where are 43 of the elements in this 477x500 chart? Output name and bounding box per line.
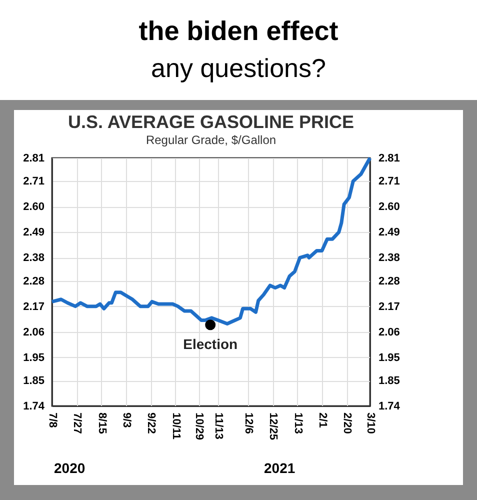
y2-tick-label: 2.06 [378,326,400,338]
text: the biden effect [138,15,340,47]
x-tick-label: 10/29 [193,412,206,440]
y-tick-label: 2.60 [23,201,44,214]
x-tick-label: 8/15 [96,412,108,434]
x-tick-label: 11/13 [212,412,225,440]
y2-tick-label: 1.74 [378,400,401,412]
annotation: Election [183,336,238,352]
x-tick-label: 3/10 [364,412,376,434]
y2-tick-label: 2.17 [378,300,400,313]
y-tick-label: 2.06 [23,326,44,338]
y2-tick-label: 2.60 [378,201,400,214]
y-tick-label: 2.17 [23,300,44,313]
y-tick-label: 1.74 [23,400,46,412]
y2-tick-label: 2.38 [378,252,400,264]
chart-subtitle: Regular Grade, $/Gallon [146,133,276,147]
text: 2020 [54,460,86,476]
y2-tick-label: 2.71 [378,176,400,188]
text: any questions? [150,52,327,84]
x-tick-label: 7/27 [71,412,84,434]
x-tick-label: 2/20 [341,412,354,434]
x-tick-label: 12/25 [267,412,280,440]
y-tick-label: 2.81 [23,152,44,164]
y-tick-label: 2.38 [23,252,44,264]
x-tick-label: 2/1 [316,412,328,428]
y2-tick-label: 1.95 [378,352,400,364]
y2-tick-label: 2.81 [378,152,400,164]
y-tick-label: 1.85 [23,375,44,388]
y-tick-label: 2.28 [23,275,44,288]
y2-tick-label: 2.49 [378,226,400,239]
x-tick-label: 9/3 [120,412,132,428]
y2-tick-label: 2.28 [378,275,400,288]
x-tick-label: 1/13 [292,412,304,434]
x-tick-label: 7/8 [46,412,58,428]
y-tick-label: 1.95 [23,352,44,364]
text: 2021 [264,460,296,476]
x-tick-label: 12/6 [242,412,254,434]
chart-title: U.S. AVERAGE GASOLINE PRICE [68,112,354,132]
x-tick-label: 10/11 [170,412,182,440]
x-tick-label: 9/22 [145,412,158,434]
y-tick-label: 2.49 [23,226,44,239]
y2-tick-label: 1.85 [378,375,400,388]
y-tick-label: 2.71 [23,176,44,188]
